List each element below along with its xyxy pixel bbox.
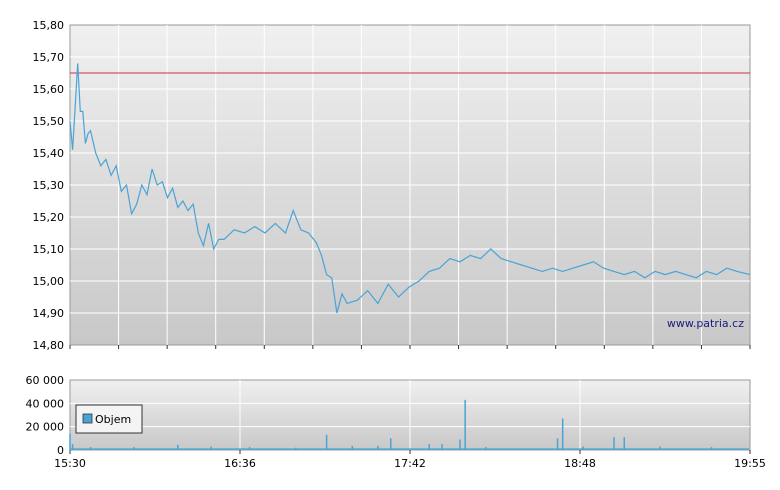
volume-bar [133, 447, 135, 450]
price-y-tick-label: 15,60 [33, 83, 65, 96]
x-tick-label: 18:48 [564, 457, 596, 470]
volume-bar [295, 447, 297, 450]
volume-bar [561, 418, 564, 450]
x-tick-label: 17:42 [394, 457, 426, 470]
volume-y-tick-label: 0 [57, 444, 64, 457]
volume-bar [210, 446, 212, 450]
x-tick-label: 19:55 [734, 457, 766, 470]
volume-bar [377, 445, 379, 450]
volume-baseline-bars [71, 448, 749, 450]
volume-bar [89, 447, 92, 450]
volume-bar [441, 444, 443, 450]
volume-panel: 0 20 000 40 000 60 000 15:30 16:36 17:42 18:48… [26, 374, 766, 470]
price-series-line [69, 63, 751, 314]
volume-bar [177, 444, 179, 450]
volume-grid [70, 380, 750, 450]
volume-bar [484, 447, 487, 450]
volume-bar [248, 447, 251, 450]
volume-bar [582, 446, 584, 450]
x-tick-label: 15:30 [54, 457, 86, 470]
price-y-tick-label: 15,80 [33, 19, 65, 32]
volume-bar [659, 446, 661, 450]
watermark: www.patria.cz [667, 317, 744, 330]
legend-swatch [82, 413, 93, 424]
volume-bar [710, 447, 713, 450]
volume-bar [623, 437, 626, 450]
volume-y-axis: 0 20 000 40 000 60 000 [26, 374, 65, 457]
price-y-tick-label: 14,90 [33, 307, 65, 320]
volume-bars [69, 399, 749, 450]
price-y-tick-label: 14,80 [33, 339, 65, 352]
price-y-tick-label: 15,70 [33, 51, 65, 64]
volume-y-tick-label: 60 000 [26, 374, 65, 387]
price-y-tick-label: 15,30 [33, 179, 65, 192]
volume-x-axis: 15:30 16:36 17:42 18:48 19:55 [54, 450, 766, 470]
volume-bar [464, 399, 466, 450]
volume-legend: Objem [75, 404, 143, 434]
volume-bar [351, 445, 354, 450]
x-tick-label: 16:36 [224, 457, 256, 470]
legend-label: Objem [95, 413, 131, 426]
price-y-tick-label: 15,20 [33, 211, 65, 224]
price-y-axis: 14,80 14,90 15,00 15,10 15,20 15,30 15,40 15,50… [33, 19, 65, 352]
volume-bar [459, 439, 461, 450]
volume-bar [428, 444, 430, 450]
volume-bar [390, 438, 392, 450]
price-y-tick-label: 15,10 [33, 243, 65, 256]
volume-y-tick-label: 40 000 [26, 397, 65, 410]
price-y-tick-label: 15,00 [33, 275, 65, 288]
volume-bar [325, 434, 328, 450]
price-x-axis-ticks [69, 345, 751, 349]
volume-bar [71, 444, 74, 450]
price-panel: 14,80 14,90 15,00 15,10 15,20 15,30 15,40 15,50… [33, 19, 751, 352]
price-y-tick-label: 15,50 [33, 115, 65, 128]
volume-bar [556, 438, 559, 450]
volume-bar [69, 433, 71, 450]
price-y-tick-label: 15,40 [33, 147, 65, 160]
volume-bar [613, 437, 615, 450]
price-grid [70, 25, 750, 345]
volume-y-tick-label: 20 000 [26, 421, 65, 434]
